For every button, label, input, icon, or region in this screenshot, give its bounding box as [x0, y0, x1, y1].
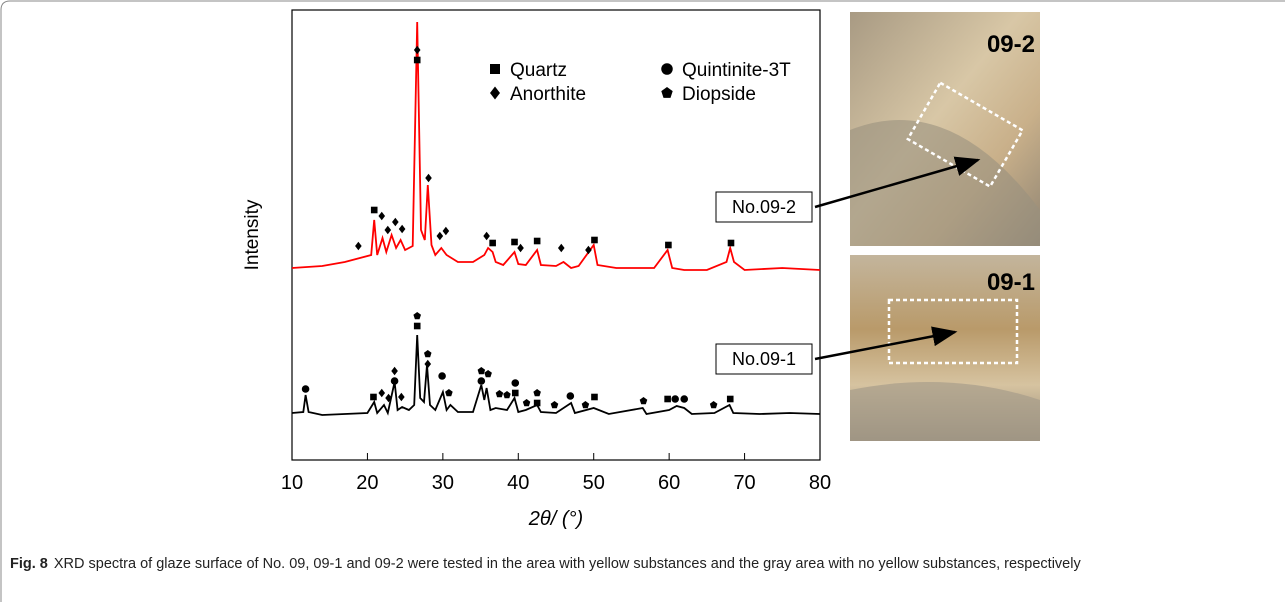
phase-marker — [425, 173, 432, 183]
caption-text: XRD spectra of glaze surface of No. 09, … — [53, 556, 1081, 572]
phase-marker — [484, 370, 492, 378]
phase-marker — [550, 401, 559, 409]
phase-marker — [398, 224, 406, 234]
spectrum-line — [291, 21, 821, 271]
phase-marker — [413, 312, 421, 320]
legend-label: Quartz — [510, 60, 567, 81]
legend-marker — [661, 63, 673, 75]
photo-label: 09-1 — [987, 269, 1035, 296]
phase-marker — [727, 239, 735, 247]
phase-marker — [517, 243, 524, 253]
x-axis-label: 2θ/ (°) — [528, 508, 583, 530]
phase-marker — [436, 231, 444, 241]
phase-marker — [390, 377, 399, 385]
photo-label: 09-2 — [987, 31, 1035, 58]
legend-label: Diopside — [682, 84, 756, 105]
photo-area — [906, 81, 1025, 189]
phase-marker — [413, 45, 421, 55]
phase-marker — [511, 389, 519, 397]
legend-marker — [661, 87, 673, 98]
phase-marker — [533, 399, 541, 407]
phase-marker — [503, 391, 511, 399]
phase-marker — [477, 377, 486, 385]
x-tick-label: 40 — [507, 472, 529, 494]
plot-frame — [291, 9, 821, 461]
x-tick-label: 10 — [281, 472, 303, 494]
phase-marker — [424, 350, 432, 358]
phase-marker — [664, 395, 671, 403]
phase-marker — [726, 395, 734, 403]
arrow — [814, 326, 958, 361]
phase-marker — [385, 393, 392, 403]
phase-marker — [585, 245, 592, 255]
spectrum-line — [291, 334, 821, 416]
phase-marker — [378, 388, 386, 398]
phase-marker — [370, 206, 378, 214]
photo-shade — [850, 382, 1040, 441]
phase-marker — [639, 397, 648, 405]
legend-marker — [490, 86, 500, 100]
phase-marker — [384, 225, 392, 235]
y-axis-label: Intensity — [242, 199, 263, 270]
phase-marker — [495, 390, 504, 398]
photo-area — [887, 298, 1019, 365]
phase-marker — [489, 239, 496, 247]
phase-marker — [591, 393, 598, 401]
series-label: No.09-2 — [732, 197, 796, 217]
legend-label: Quintinite-3T — [682, 60, 791, 81]
phase-marker — [533, 237, 541, 245]
phase-marker — [566, 392, 575, 400]
phase-marker — [413, 322, 421, 330]
phase-marker — [392, 217, 399, 227]
phase-marker — [581, 401, 590, 409]
label-box — [715, 191, 813, 223]
phase-marker — [477, 367, 486, 375]
x-tick-label: 30 — [432, 472, 454, 494]
phase-marker — [665, 241, 672, 249]
caption-label: Fig. 8 — [10, 556, 48, 572]
phase-marker — [511, 238, 518, 246]
phase-marker — [533, 389, 541, 397]
phase-marker — [709, 401, 718, 409]
label-box — [715, 343, 813, 375]
phase-marker — [391, 366, 398, 376]
phase-marker — [591, 236, 598, 244]
x-tick-label: 60 — [658, 472, 680, 494]
phase-marker — [378, 211, 386, 221]
photo: 09-2 — [850, 12, 1040, 246]
phase-marker — [398, 392, 405, 402]
phase-marker — [301, 385, 310, 393]
arrow — [814, 156, 981, 209]
phase-marker — [522, 399, 531, 407]
phase-marker — [370, 393, 377, 401]
x-tick-label: 80 — [809, 472, 831, 494]
photo: 09-1 — [850, 255, 1040, 441]
phase-marker — [557, 243, 565, 253]
phase-marker — [442, 226, 450, 236]
phase-marker — [483, 231, 490, 241]
phase-marker — [680, 395, 689, 403]
series-label: No.09-1 — [732, 349, 796, 369]
phase-marker — [424, 359, 432, 369]
x-tick-label: 50 — [583, 472, 605, 494]
legend-label: Anorthite — [510, 84, 586, 105]
phase-marker — [413, 56, 421, 64]
phase-marker — [671, 395, 679, 403]
legend-marker — [490, 64, 500, 74]
phase-marker — [511, 379, 520, 387]
phase-marker — [438, 372, 446, 380]
phase-marker — [445, 389, 453, 397]
x-tick-label: 70 — [733, 472, 755, 494]
caption: Fig. 8 XRD spectra of glaze surface of No… — [10, 553, 1250, 575]
x-tick-label: 20 — [356, 472, 378, 494]
phase-marker — [355, 241, 362, 251]
photo-shade — [850, 120, 1040, 246]
